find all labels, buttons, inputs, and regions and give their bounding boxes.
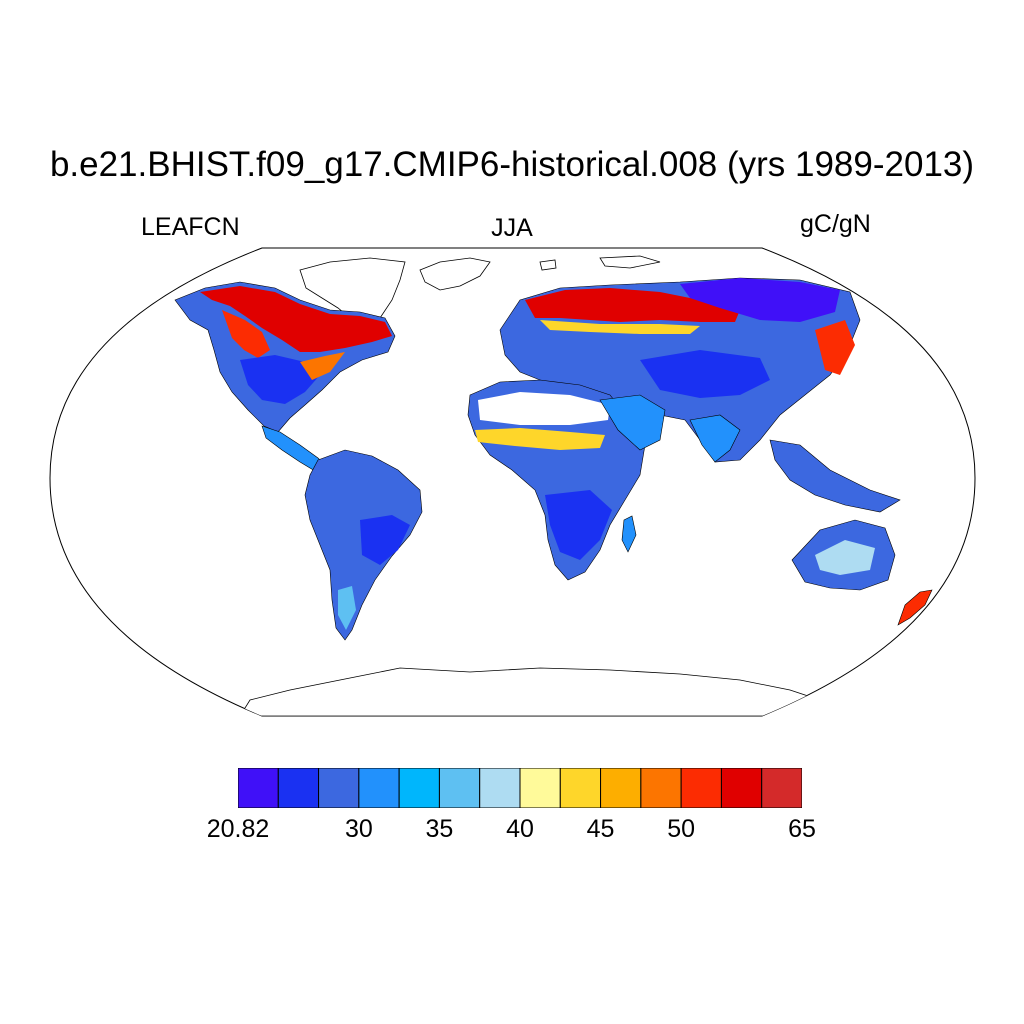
na-west-band <box>222 310 270 358</box>
sahara-nodata <box>478 392 610 425</box>
sa-south-light <box>338 586 356 630</box>
plot-title: b.e21.BHIST.f09_g17.CMIP6-historical.008… <box>49 145 975 184</box>
colorbar-tick-label: 20.82 <box>206 815 270 843</box>
units-label: gC/gN <box>800 210 871 238</box>
india <box>689 414 741 463</box>
eurasia-yellow-band <box>540 320 700 334</box>
sa-east-deep <box>360 515 410 565</box>
colorbar-tick-label: 40 <box>506 815 534 843</box>
new-zealand <box>897 589 933 626</box>
world-map <box>49 247 976 717</box>
sahel-yellow-band <box>475 428 605 450</box>
colorbar-swatch <box>318 768 360 808</box>
siberia-deep <box>680 278 840 322</box>
colorbar-tick-label: 30 <box>344 815 373 843</box>
season-label: JJA <box>491 214 533 242</box>
colorbar-swatch <box>438 768 481 808</box>
colorbar-swatch <box>479 768 521 808</box>
australia-interior-light <box>815 540 875 575</box>
colorbar-swatch <box>600 768 642 808</box>
colorbar-swatch <box>720 768 763 808</box>
colorbar <box>238 768 802 808</box>
colorbar-tick-label: 50 <box>667 815 696 843</box>
arctic-islands-outline <box>419 257 491 291</box>
na-interior <box>240 355 320 404</box>
colorbar-swatch <box>277 768 320 808</box>
arabia <box>599 394 666 451</box>
east-asia-red <box>815 320 855 375</box>
colorbar-swatch <box>398 768 440 808</box>
na-east-orange <box>300 352 345 380</box>
colorbar-swatch <box>559 768 602 808</box>
se-asia-islands <box>769 439 901 513</box>
africa-central-deep <box>545 490 612 560</box>
variable-label: LEAFCN <box>141 213 240 241</box>
colorbar-swatch <box>640 768 682 808</box>
colorbar-swatch <box>358 768 400 808</box>
svalbard-outline <box>539 255 661 271</box>
central-asia-deep <box>640 350 770 398</box>
colorbar-tick-label: 65 <box>788 815 816 843</box>
colorbar-swatch <box>761 768 802 808</box>
colorbar-tick-label: 35 <box>425 815 454 843</box>
colorbar-swatch <box>519 768 561 808</box>
colorbar-tick-label: 45 <box>586 815 615 843</box>
madagascar <box>621 515 637 553</box>
colorbar-swatch <box>680 768 722 808</box>
na-boreal-band <box>200 286 392 352</box>
colorbar-swatch <box>238 768 279 808</box>
eurasia-north-red <box>525 288 740 322</box>
